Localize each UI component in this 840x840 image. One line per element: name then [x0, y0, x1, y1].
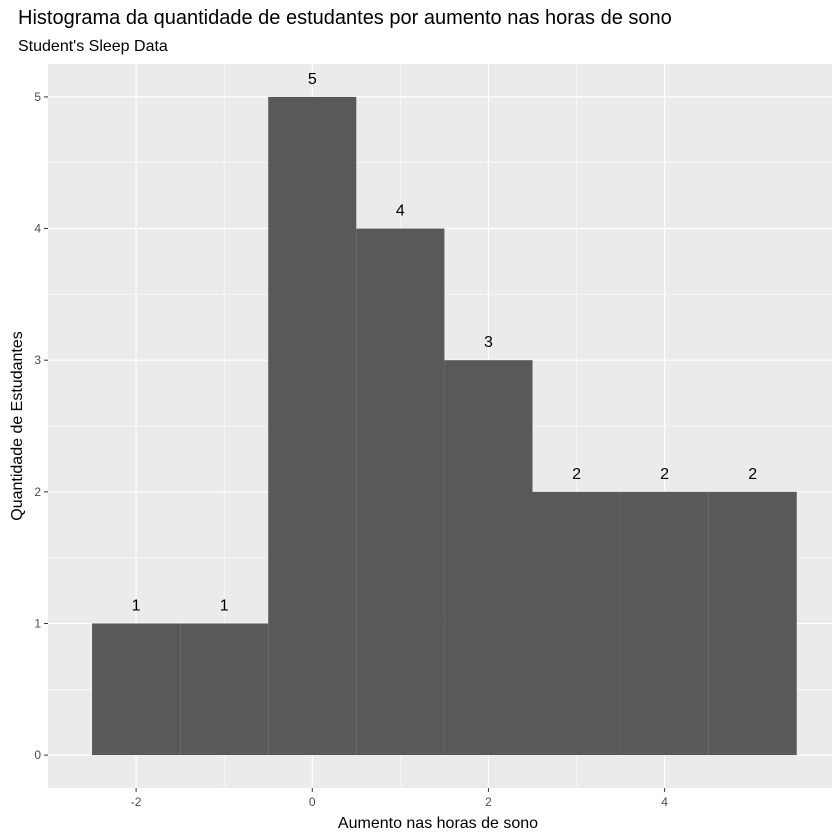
- y-tick-label: 2: [34, 485, 41, 499]
- bar-count-label: 5: [308, 71, 317, 88]
- x-tick-label: 0: [309, 795, 316, 809]
- histogram-bar: [708, 491, 797, 756]
- histogram-bar: [180, 623, 269, 756]
- bar-count-label: 1: [132, 597, 141, 614]
- histogram-bar: [620, 491, 709, 756]
- bars: [92, 96, 797, 756]
- bar-count-label: 2: [748, 466, 757, 483]
- y-tick-label: 1: [34, 616, 41, 630]
- y-tick-label: 4: [34, 222, 41, 236]
- histogram-bar: [268, 96, 357, 756]
- x-axis: -2 0 2 4: [131, 788, 668, 809]
- histogram-bar: [444, 360, 533, 756]
- histogram-bar: [532, 491, 621, 756]
- chart-title: Histograma da quantidade de estudantes p…: [18, 7, 672, 29]
- y-axis-title: Quantidade de Estudantes: [9, 331, 26, 520]
- y-tick-label: 0: [34, 748, 41, 762]
- bar-count-label: 2: [660, 466, 669, 483]
- x-tick-label: 2: [485, 795, 492, 809]
- histogram-bar: [92, 623, 181, 756]
- x-tick-label: -2: [131, 795, 142, 809]
- bar-count-label: 1: [220, 597, 229, 614]
- y-tick-label: 5: [34, 90, 41, 104]
- x-axis-title: Aumento nas horas de sono: [338, 815, 538, 832]
- histogram-bar: [356, 228, 445, 756]
- y-tick-label: 3: [34, 353, 41, 367]
- bar-labels: 1 1 5 4 3 2 2 2: [132, 71, 758, 615]
- bar-count-label: 3: [484, 334, 493, 351]
- y-axis: 0 1 2 3 4 5: [34, 90, 48, 762]
- bar-count-label: 4: [396, 203, 405, 220]
- bar-count-label: 2: [572, 466, 581, 483]
- x-tick-label: 4: [661, 795, 668, 809]
- chart-subtitle: Student's Sleep Data: [18, 38, 168, 55]
